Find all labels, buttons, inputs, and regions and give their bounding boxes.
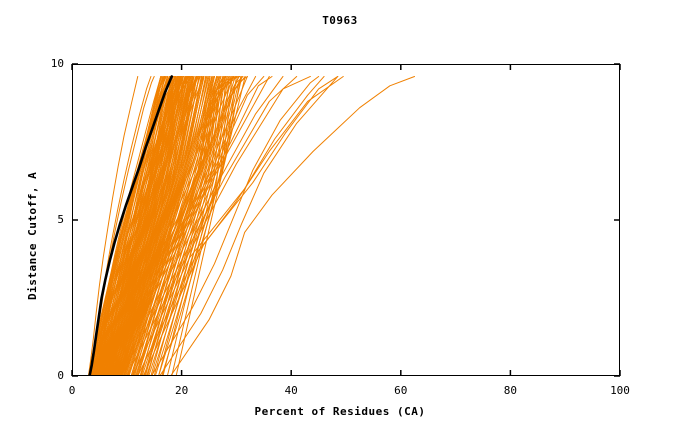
series-line bbox=[90, 75, 164, 376]
series-line bbox=[166, 75, 237, 376]
series-line bbox=[101, 75, 179, 376]
series-line bbox=[126, 75, 311, 376]
series-line bbox=[95, 75, 166, 376]
x-tick-label: 80 bbox=[503, 384, 518, 397]
series-line bbox=[108, 75, 192, 376]
series-line bbox=[151, 75, 243, 376]
series-line bbox=[140, 75, 224, 376]
series-line bbox=[112, 75, 192, 376]
x-tick-label: 40 bbox=[284, 384, 298, 397]
series-line bbox=[87, 75, 139, 376]
series-line bbox=[133, 75, 218, 376]
x-tick-label: 0 bbox=[68, 384, 76, 397]
series-line bbox=[125, 75, 207, 376]
series-line bbox=[103, 75, 184, 376]
y-axis-label: Distance Cutoff, A bbox=[26, 171, 39, 300]
series-line bbox=[92, 75, 167, 376]
series-line bbox=[120, 75, 205, 376]
series-line bbox=[171, 75, 242, 376]
series-line bbox=[114, 75, 198, 376]
series-line bbox=[147, 75, 231, 376]
series-line bbox=[175, 75, 246, 376]
plot-area bbox=[71, 63, 621, 377]
chart-title: T0963 bbox=[322, 14, 358, 27]
series-line bbox=[88, 75, 174, 376]
x-axis-label: Percent of Residues (CA) bbox=[254, 405, 426, 418]
x-tick-label: 60 bbox=[394, 384, 408, 397]
series-line bbox=[116, 75, 201, 376]
series-line bbox=[109, 75, 265, 376]
series-line bbox=[161, 75, 243, 376]
series-line bbox=[106, 75, 188, 376]
series-line bbox=[118, 75, 284, 376]
series-line bbox=[97, 75, 176, 376]
series-line bbox=[137, 75, 221, 376]
series-line bbox=[120, 75, 200, 376]
series-line bbox=[127, 75, 211, 376]
series-line bbox=[112, 75, 194, 376]
series-line bbox=[130, 75, 214, 376]
series-line bbox=[150, 75, 320, 376]
series-line bbox=[137, 75, 339, 376]
axis-ticks bbox=[71, 63, 621, 377]
series-line bbox=[143, 75, 228, 376]
y-tick-label: 10 bbox=[50, 57, 64, 70]
series-line bbox=[131, 75, 325, 376]
series-line bbox=[170, 75, 415, 376]
series-line bbox=[110, 75, 189, 376]
series-line bbox=[127, 75, 225, 376]
series-line bbox=[159, 75, 339, 376]
series-line bbox=[162, 75, 233, 376]
x-tick-label: 20 bbox=[174, 384, 189, 397]
series-canvas bbox=[87, 75, 415, 376]
y-tick-label: 0 bbox=[57, 369, 64, 382]
y-tick-label: 5 bbox=[57, 213, 64, 226]
x-tick-label: 100 bbox=[610, 384, 630, 397]
series-line bbox=[99, 75, 177, 376]
series-line bbox=[123, 75, 203, 376]
